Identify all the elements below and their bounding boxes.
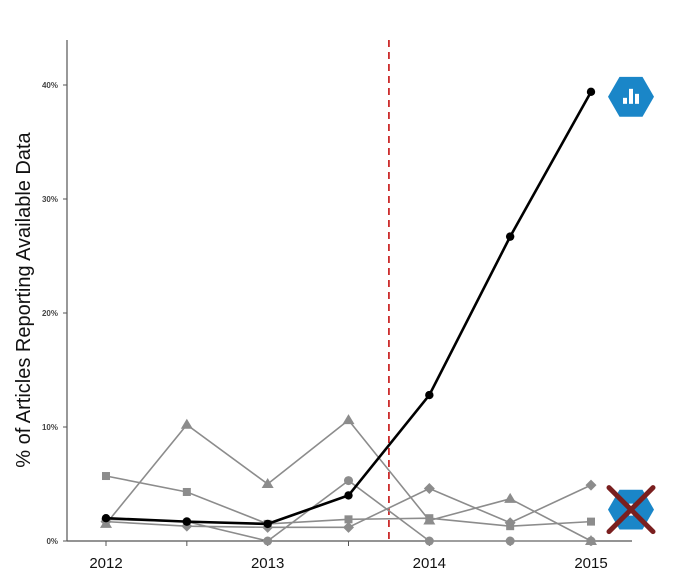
y-ticks: 0% 10% 20% 30% 40% xyxy=(42,81,67,546)
series-0-point-2 xyxy=(263,519,272,529)
x-tick-label: 2012 xyxy=(89,555,122,572)
series-0-point-5 xyxy=(505,232,515,241)
series-3-point-4 xyxy=(423,483,435,495)
badge-bar xyxy=(629,88,633,104)
cross-stroke xyxy=(606,485,656,535)
series-0-point-6 xyxy=(586,87,596,97)
x-tick-label: 2014 xyxy=(413,555,446,572)
series-3-point-6 xyxy=(585,479,597,491)
y-tick-label: 40% xyxy=(42,81,58,90)
series-0-point-4 xyxy=(425,390,434,400)
series-layer xyxy=(100,87,597,546)
series-1-point-0 xyxy=(102,472,110,481)
series-1-point-1 xyxy=(182,487,191,496)
x-tick-label: 2013 xyxy=(251,555,284,572)
badges xyxy=(606,76,656,535)
y-tick-label: 0% xyxy=(46,537,58,546)
series-2-point-5 xyxy=(504,492,517,503)
crossed-out-badge-icon xyxy=(606,485,656,535)
y-axis-label: % of Articles Reporting Available Data xyxy=(13,131,35,467)
series-0-point-0 xyxy=(101,514,111,523)
x-tick-label: 2015 xyxy=(574,555,607,572)
y-tick-label: 10% xyxy=(42,423,58,432)
y-tick-label: 30% xyxy=(42,195,58,204)
series-4-point-6 xyxy=(586,536,596,546)
series-4-point-2 xyxy=(263,536,273,546)
series-2-point-4 xyxy=(423,514,436,525)
badge-bar xyxy=(623,97,627,104)
series-2-point-3 xyxy=(342,414,355,425)
series-0-point-3 xyxy=(344,491,353,500)
badge-bar xyxy=(635,93,639,104)
series-1-point-6 xyxy=(587,517,595,526)
series-4-point-5 xyxy=(505,536,515,546)
series-2-point-1 xyxy=(180,418,193,429)
x-ticks: 2012 2013 2014 2015 xyxy=(89,541,608,572)
series-3-point-3 xyxy=(343,521,354,533)
series-4-point-3 xyxy=(344,476,353,486)
axes xyxy=(66,40,632,542)
series-0-line xyxy=(105,91,593,526)
y-tick-label: 20% xyxy=(42,309,58,318)
series-3-point-5 xyxy=(504,517,516,529)
series-2-point-2 xyxy=(261,478,274,488)
series-0-point-1 xyxy=(182,517,192,526)
series-0 xyxy=(101,87,596,529)
bar-chart-badge-icon xyxy=(608,76,654,117)
series-1-point-3 xyxy=(344,515,353,524)
series-4 xyxy=(101,476,596,546)
series-4-point-4 xyxy=(424,536,434,546)
